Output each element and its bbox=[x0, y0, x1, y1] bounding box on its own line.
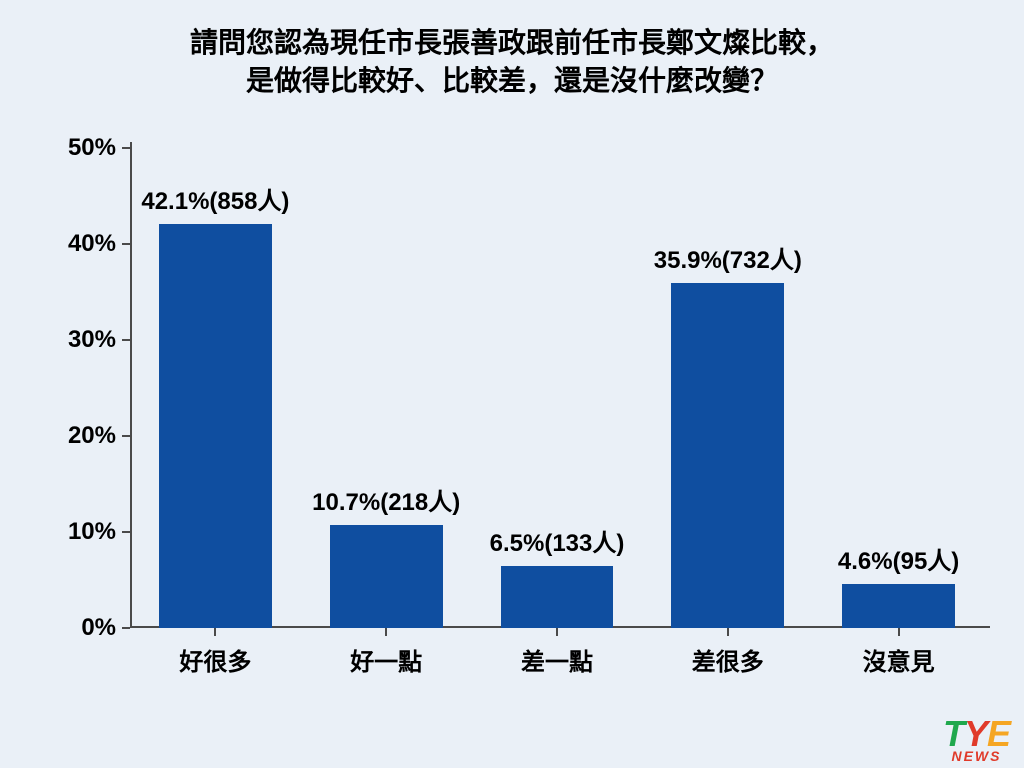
x-tick-label: 好一點 bbox=[350, 642, 422, 677]
y-tick-mark bbox=[122, 339, 130, 341]
x-tick-label: 差很多 bbox=[692, 642, 764, 677]
y-tick-mark bbox=[122, 243, 130, 245]
bar-value-label: 4.6%(95人) bbox=[838, 541, 959, 576]
x-tick-label: 差一點 bbox=[521, 642, 593, 677]
x-tick-mark bbox=[727, 628, 729, 636]
y-tick-label: 10% bbox=[68, 518, 116, 546]
stage: 請問您認為現任市長張善政跟前任市長鄭文燦比較， 是做得比較好、比較差，還是沒什麼… bbox=[0, 0, 1024, 768]
bar-value-label: 35.9%(732人) bbox=[654, 240, 802, 275]
bar: 10.7%(218人) bbox=[330, 525, 443, 628]
y-tick-label: 30% bbox=[68, 326, 116, 354]
y-tick-label: 0% bbox=[81, 614, 116, 642]
chart-title: 請問您認為現任市長張善政跟前任市長鄭文燦比較， 是做得比較好、比較差，還是沒什麼… bbox=[0, 24, 1024, 100]
logo-sub: NEWS bbox=[943, 751, 1010, 762]
y-tick-label: 50% bbox=[68, 134, 116, 162]
x-tick-mark bbox=[898, 628, 900, 636]
plot-area: 0%10%20%30%40%50%好很多42.1%(858人)好一點10.7%(… bbox=[130, 148, 984, 628]
y-tick-mark bbox=[122, 147, 130, 149]
news-logo: TYE NEWS bbox=[943, 720, 1010, 762]
title-line-1: 請問您認為現任市長張善政跟前任市長鄭文燦比較， bbox=[190, 27, 834, 58]
y-tick-label: 40% bbox=[68, 230, 116, 258]
bar-chart: 0%10%20%30%40%50%好很多42.1%(858人)好一點10.7%(… bbox=[74, 148, 984, 668]
bar: 35.9%(732人) bbox=[671, 283, 784, 628]
y-tick-mark bbox=[122, 435, 130, 437]
x-tick-mark bbox=[385, 628, 387, 636]
bar-value-label: 42.1%(858人) bbox=[141, 181, 289, 216]
x-tick-mark bbox=[556, 628, 558, 636]
y-tick-mark bbox=[122, 531, 130, 533]
y-axis bbox=[130, 142, 132, 628]
x-tick-mark bbox=[214, 628, 216, 636]
x-tick-label: 好很多 bbox=[179, 642, 251, 677]
x-tick-label: 沒意見 bbox=[863, 642, 935, 677]
y-tick-mark bbox=[122, 627, 130, 629]
title-line-2: 是做得比較好、比較差，還是沒什麼改變？ bbox=[246, 65, 778, 96]
bar: 4.6%(95人) bbox=[842, 584, 955, 628]
bar-value-label: 6.5%(133人) bbox=[490, 523, 625, 558]
bar-value-label: 10.7%(218人) bbox=[312, 482, 460, 517]
bar: 6.5%(133人) bbox=[501, 566, 614, 628]
bar: 42.1%(858人) bbox=[159, 224, 272, 628]
y-tick-label: 20% bbox=[68, 422, 116, 450]
